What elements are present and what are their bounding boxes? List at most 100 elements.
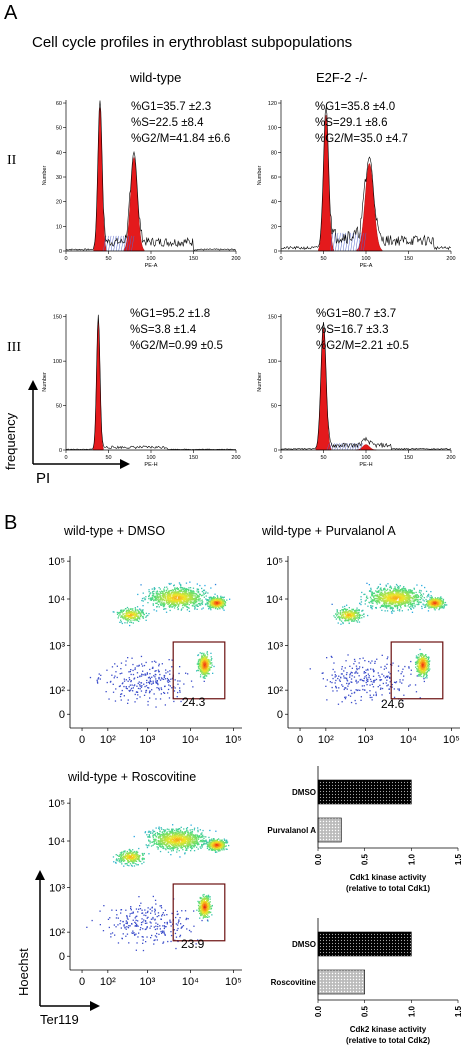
- x-tick-label: 100: [146, 455, 155, 461]
- y-tick-label: 100: [53, 359, 62, 365]
- y-tick-label: 10⁴: [48, 594, 65, 606]
- x-tick-label: 10⁵: [443, 734, 460, 746]
- stats-wild-type-iii: %G1=95.2 ±1.8 %S=3.8 ±1.4 %G2/M=0.99 ±0.…: [130, 308, 223, 352]
- y-axis-label: Number: [42, 372, 48, 392]
- y-tick-label: 10²: [49, 685, 65, 697]
- y-tick-label: 10³: [267, 640, 283, 652]
- y-tick-label: 50: [56, 404, 62, 410]
- y-tick-label: 10⁴: [266, 594, 283, 606]
- y-tick-label: 60: [271, 175, 277, 181]
- bar-chart-cdk2: DMSO Roscovitine 0.0 0.5 1.0 1.5 Cdk2 kinase a…: [271, 918, 463, 1045]
- x-tick-label: 100: [146, 256, 155, 262]
- raw-histogram-trace: [65, 100, 237, 251]
- histogram-e2f2-ko-ii: 0 50 100 150 200 0 20 40 60 80 100 120 Number PE-A: [257, 100, 456, 269]
- x-tick-label: 1.0: [407, 1005, 416, 1017]
- x-axis-label: PE-H: [359, 462, 372, 468]
- panel-a-letter: A: [4, 2, 18, 24]
- x-tick-label: 10⁴: [400, 734, 417, 746]
- y-axis-label: Number: [42, 166, 48, 186]
- raw-histogram-trace: [280, 321, 452, 450]
- y-tick-label: 20: [271, 224, 277, 230]
- x-tick-label: 0.0: [314, 1005, 323, 1017]
- raw-histogram-trace: [65, 314, 237, 450]
- y-tick-label: 60: [56, 101, 62, 107]
- y-tick-label: 10⁴: [48, 836, 65, 848]
- frequency-label: frequency: [3, 412, 18, 470]
- cell-density-dots: [89, 581, 231, 708]
- bar-chart-cdk1: DMSO Purvalanol A 0.0 0.5 1.0 1.5 Cdk1 kinase …: [267, 766, 463, 893]
- flow-plot-roscovitine: 10⁵ 10⁴ 10³ 10² 0 0 10² 10³ 10⁴ 10⁵: [48, 798, 242, 988]
- y-tick-label: 0: [59, 249, 62, 255]
- x-tick-label: 10⁴: [182, 734, 199, 746]
- x-axis-label: (relative to total Cdk2): [346, 1036, 430, 1045]
- x-tick-label: 100: [361, 256, 370, 262]
- x-tick-label: 0: [297, 734, 303, 746]
- x-tick-label: 200: [231, 455, 240, 461]
- x-tick-label: 10³: [357, 734, 373, 746]
- hoechst-label: Hoechst: [16, 948, 31, 996]
- x-tick-label: 150: [189, 455, 198, 461]
- x-tick-label: 1.5: [454, 1005, 463, 1017]
- y-tick-label: 10: [56, 224, 62, 230]
- y-tick-label: 10³: [49, 882, 65, 894]
- x-tick-label: 10²: [318, 734, 334, 746]
- y-tick-label: 100: [268, 359, 277, 365]
- stats-wild-type-ii: %G1=35.7 ±2.3 %S=22.5 ±8.4 %G2/M=41.84 ±…: [131, 101, 231, 145]
- x-tick-label: 0: [64, 256, 67, 262]
- column-head-e2f2-ko: E2F-2 -/-: [316, 70, 368, 85]
- pi-label: PI: [36, 470, 51, 487]
- x-axis-label: PE-A: [145, 263, 158, 269]
- x-tick-label: 200: [231, 256, 240, 262]
- y-tick-label: 120: [268, 101, 277, 107]
- x-axis-label: PE-A: [360, 263, 373, 269]
- y-axis-label: Number: [257, 372, 263, 392]
- y-tick-label: 10⁵: [48, 798, 65, 810]
- x-tick-label: 50: [105, 455, 111, 461]
- x-tick-label: 10³: [139, 734, 155, 746]
- y-tick-label: 10²: [267, 685, 283, 697]
- x-tick-label: 150: [404, 455, 413, 461]
- g1-g2-peak-fill: [123, 156, 145, 252]
- y-tick-label: 50: [271, 404, 277, 410]
- panel-a-title: Cell cycle profiles in erythroblast subp…: [32, 34, 353, 51]
- condition-roscovitine: wild-type + Roscovitine: [68, 770, 197, 784]
- s-phase-hatch: [330, 232, 367, 252]
- y-tick-label: 0: [59, 709, 65, 721]
- row-label-iii: III: [7, 340, 21, 355]
- stats-e2f2-ko-iii: %G1=80.7 ±3.7 %S=16.7 ±3.3 %G2/M=2.21 ±0…: [316, 308, 409, 352]
- y-tick-label: 0: [274, 448, 277, 454]
- y-tick-label: 150: [268, 315, 277, 321]
- x-tick-label: 1.5: [454, 853, 463, 865]
- x-tick-label: 50: [320, 455, 326, 461]
- row-label-ii: II: [7, 153, 17, 168]
- category-label: DMSO: [292, 940, 316, 949]
- y-tick-label: 40: [271, 200, 277, 206]
- x-tick-label: 50: [105, 256, 111, 262]
- gate-value-purvalanol: 24.6: [381, 697, 405, 711]
- x-axis-label: Cdk1 kinase activity: [350, 873, 427, 882]
- column-head-wild-type: wild-type: [130, 70, 182, 85]
- y-tick-label: 10³: [49, 640, 65, 652]
- y-tick-label: 40: [56, 150, 62, 156]
- hoechst-ter119-axes-arrows: [35, 870, 100, 1011]
- gate-rectangle: [390, 641, 444, 700]
- category-label: Purvalanol A: [267, 826, 316, 835]
- gate-value-roscovitine: 23.9: [181, 937, 205, 951]
- x-axis-label: Cdk2 kinase activity: [350, 1025, 427, 1034]
- x-tick-label: 0.5: [361, 1005, 370, 1017]
- y-tick-label: 30: [56, 175, 62, 181]
- gate-rectangle: [172, 641, 226, 700]
- frequency-pi-axes-arrows: [28, 380, 130, 469]
- x-tick-label: 0: [279, 256, 282, 262]
- condition-purvalanol: wild-type + Purvalanol A: [262, 524, 396, 538]
- x-tick-label: 10⁵: [225, 734, 242, 746]
- x-tick-label: 10²: [100, 976, 116, 988]
- x-tick-label: 0: [64, 455, 67, 461]
- x-tick-label: 0: [279, 455, 282, 461]
- cell-density-dots: [309, 582, 448, 705]
- y-tick-label: 10²: [49, 927, 65, 939]
- x-tick-label: 0.5: [361, 853, 370, 865]
- y-tick-label: 0: [59, 951, 65, 963]
- gate-value-dmso: 24.3: [182, 695, 206, 709]
- ter119-label: Ter119: [40, 1012, 79, 1027]
